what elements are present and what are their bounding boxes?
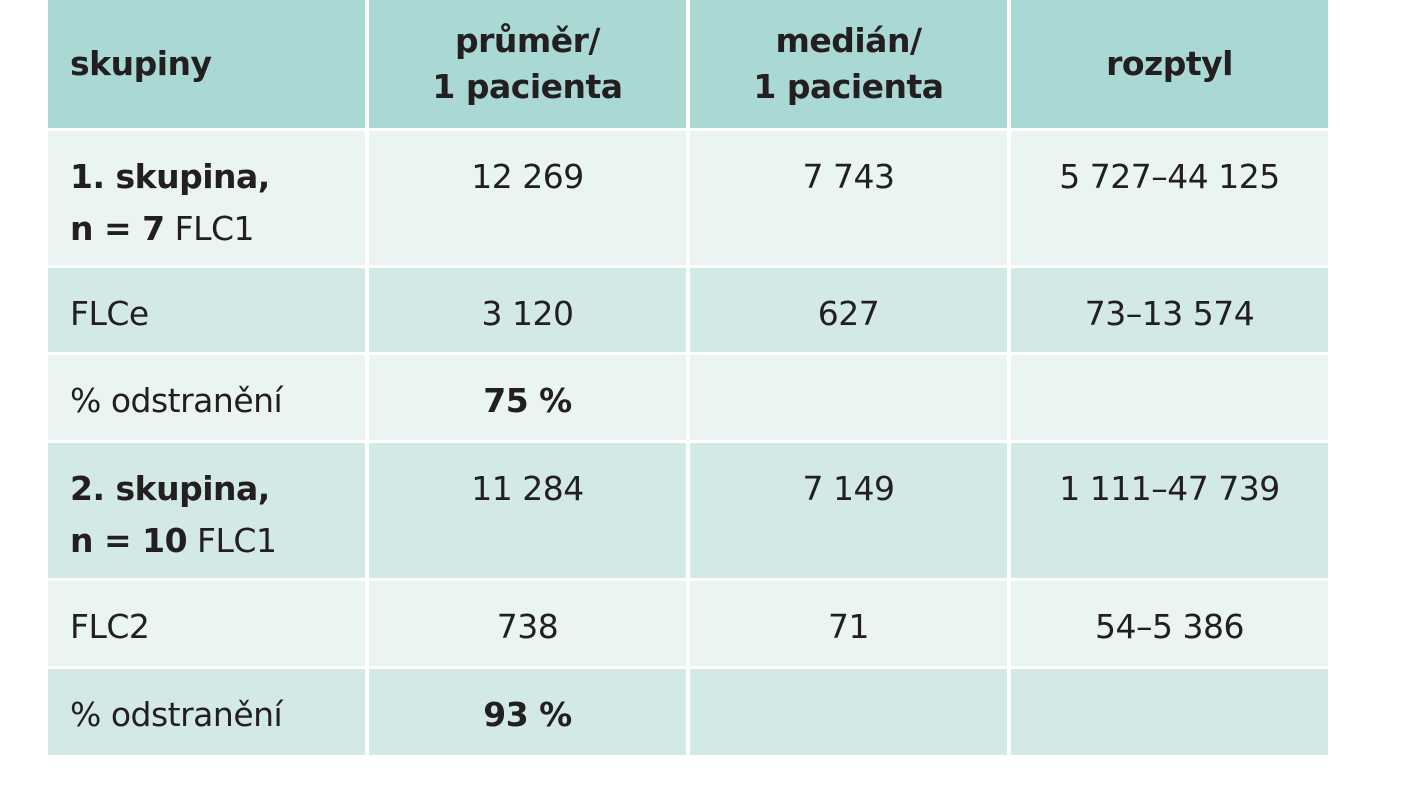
- header-text: skupiny: [70, 44, 212, 83]
- mean-value: 75 %: [483, 381, 572, 420]
- header-cell: skupiny: [48, 0, 365, 128]
- measure-label: FLC2: [70, 607, 150, 646]
- cell: 1 111–47 739: [1011, 443, 1328, 578]
- cell: 73–13 574: [1011, 268, 1328, 352]
- cell: 3 120: [369, 268, 686, 352]
- mean-value: 11 284: [471, 469, 584, 508]
- cell: % odstranění: [48, 355, 365, 440]
- cell: 11 284: [369, 443, 686, 578]
- measure-label: FLC1: [197, 521, 277, 560]
- median-value: 7 149: [802, 469, 895, 508]
- header-cell: medián/1 pacienta: [690, 0, 1007, 128]
- cell: 627: [690, 268, 1007, 352]
- cell: 738: [369, 581, 686, 666]
- cell: FLCe: [48, 268, 365, 352]
- header-text: medián/: [775, 21, 922, 60]
- measure-label: FLC1: [174, 209, 255, 248]
- mean-value: 738: [496, 607, 559, 646]
- cell: % odstranění: [48, 669, 365, 755]
- cell: 2. skupina, n = 10 FLC1: [48, 443, 365, 578]
- group-label: 1. skupina,: [70, 157, 270, 196]
- table-row: FLCe 3 120 627 73–13 574: [48, 268, 1328, 352]
- header-text: rozptyl: [1106, 44, 1233, 83]
- cell: 93 %: [369, 669, 686, 755]
- header-cell: průměr/1 pacienta: [369, 0, 686, 128]
- header-cell: rozptyl: [1011, 0, 1328, 128]
- cell: 12 269: [369, 131, 686, 265]
- cell: 7 743: [690, 131, 1007, 265]
- range-value: 5 727–44 125: [1059, 157, 1280, 196]
- header-text: 1 pacienta: [753, 67, 944, 106]
- measure-label: FLCe: [70, 294, 149, 333]
- cell: 1. skupina, n = 7 FLC1: [48, 131, 365, 265]
- table-row: 2. skupina, n = 10 FLC1 11 284 7 149 1 111–4…: [48, 443, 1328, 578]
- table-row: FLC2 738 71 54–5 386: [48, 581, 1328, 666]
- table-row: % odstranění 75 %: [48, 355, 1328, 440]
- cell: FLC2: [48, 581, 365, 666]
- median-value: 627: [817, 294, 880, 333]
- cell: [1011, 669, 1328, 755]
- cell: [690, 355, 1007, 440]
- mean-value: 12 269: [471, 157, 584, 196]
- mean-value: 93 %: [483, 695, 572, 734]
- cell: 7 149: [690, 443, 1007, 578]
- cell: 54–5 386: [1011, 581, 1328, 666]
- table-row: % odstranění 93 %: [48, 669, 1328, 755]
- group-size: n = 10: [70, 521, 188, 560]
- cell: [690, 669, 1007, 755]
- header-text: 1 pacienta: [432, 67, 623, 106]
- header-row: skupiny průměr/1 pacienta medián/1 pacient…: [48, 0, 1328, 128]
- mean-value: 3 120: [481, 294, 574, 333]
- table-row: 1. skupina, n = 7 FLC1 12 269 7 743 5 727–44…: [48, 131, 1328, 265]
- cell: 75 %: [369, 355, 686, 440]
- range-value: 54–5 386: [1095, 607, 1244, 646]
- cell: [1011, 355, 1328, 440]
- cell: 5 727–44 125: [1011, 131, 1328, 265]
- range-value: 73–13 574: [1084, 294, 1255, 333]
- median-value: 71: [828, 607, 870, 646]
- measure-label: % odstranění: [70, 381, 283, 420]
- measure-label: % odstranění: [70, 695, 283, 734]
- header-text: průměr/: [455, 21, 600, 60]
- group-size: n = 7: [70, 209, 165, 248]
- table: skupiny průměr/1 pacienta medián/1 pacient…: [48, 0, 1328, 758]
- median-value: 7 743: [802, 157, 895, 196]
- cell: 71: [690, 581, 1007, 666]
- group-label: 2. skupina,: [70, 469, 270, 508]
- range-value: 1 111–47 739: [1059, 469, 1280, 508]
